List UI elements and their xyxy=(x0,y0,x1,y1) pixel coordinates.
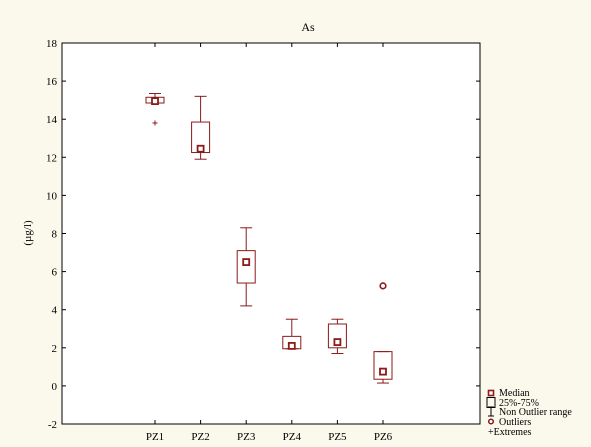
y-tick-label: 12 xyxy=(46,152,57,164)
plot-area xyxy=(61,42,481,425)
legend-box-label: 25%-75% xyxy=(499,398,539,409)
y-tick-label: -2 xyxy=(48,419,57,431)
median-marker xyxy=(379,367,387,376)
x-tick-label: PZ4 xyxy=(283,431,302,443)
box-pz5 xyxy=(327,318,347,355)
box-pz4 xyxy=(282,318,302,350)
box-series xyxy=(145,92,393,384)
median-marker xyxy=(196,144,205,153)
x-tick-label: PZ6 xyxy=(374,431,393,443)
y-axis-label: (µg/l) xyxy=(22,220,34,246)
x-tick-label: PZ5 xyxy=(328,431,347,443)
extreme-point xyxy=(152,120,158,126)
y-tick-label: 6 xyxy=(52,267,58,279)
x-tick-label: PZ3 xyxy=(237,431,256,443)
box-pz6 xyxy=(373,282,393,384)
iqr-box xyxy=(327,323,347,349)
median-marker xyxy=(287,341,296,350)
legend-median-label: Median xyxy=(499,388,530,399)
median-marker xyxy=(242,258,251,266)
y-tick-label: 2 xyxy=(52,343,58,355)
iqr-box xyxy=(373,351,393,380)
outlier-point xyxy=(379,282,387,290)
chart-title: As xyxy=(301,20,315,34)
legend-outlier-symbol xyxy=(487,418,495,425)
x-tick-label: PZ2 xyxy=(191,431,209,443)
y-tick-label: 0 xyxy=(52,381,58,393)
y-axis: -2 0 2 4 6 8 10 12 14 16 18 xyxy=(46,38,480,431)
legend-extremes-label: +Extremes xyxy=(488,427,532,438)
box-pz3 xyxy=(236,227,256,307)
legend-range-label: Non Outlier range xyxy=(499,407,572,418)
x-axis: PZ1 PZ2 PZ3 PZ4 PZ5 PZ6 xyxy=(146,43,393,443)
y-tick-label: 10 xyxy=(46,190,58,202)
y-tick-label: 4 xyxy=(52,305,58,317)
median-marker xyxy=(333,338,342,346)
y-tick-label: 8 xyxy=(52,229,58,241)
x-tick-label: PZ1 xyxy=(146,431,164,443)
legend-median-symbol xyxy=(487,389,495,397)
iqr-box xyxy=(236,250,256,284)
y-tick-label: 14 xyxy=(46,114,58,126)
box-pz1 xyxy=(145,92,165,126)
median-marker xyxy=(151,97,159,106)
legend-outlier-label: Outliers xyxy=(499,417,531,428)
y-tick-label: 16 xyxy=(46,76,58,88)
box-pz2 xyxy=(191,95,211,160)
y-tick-label: 18 xyxy=(46,38,58,50)
